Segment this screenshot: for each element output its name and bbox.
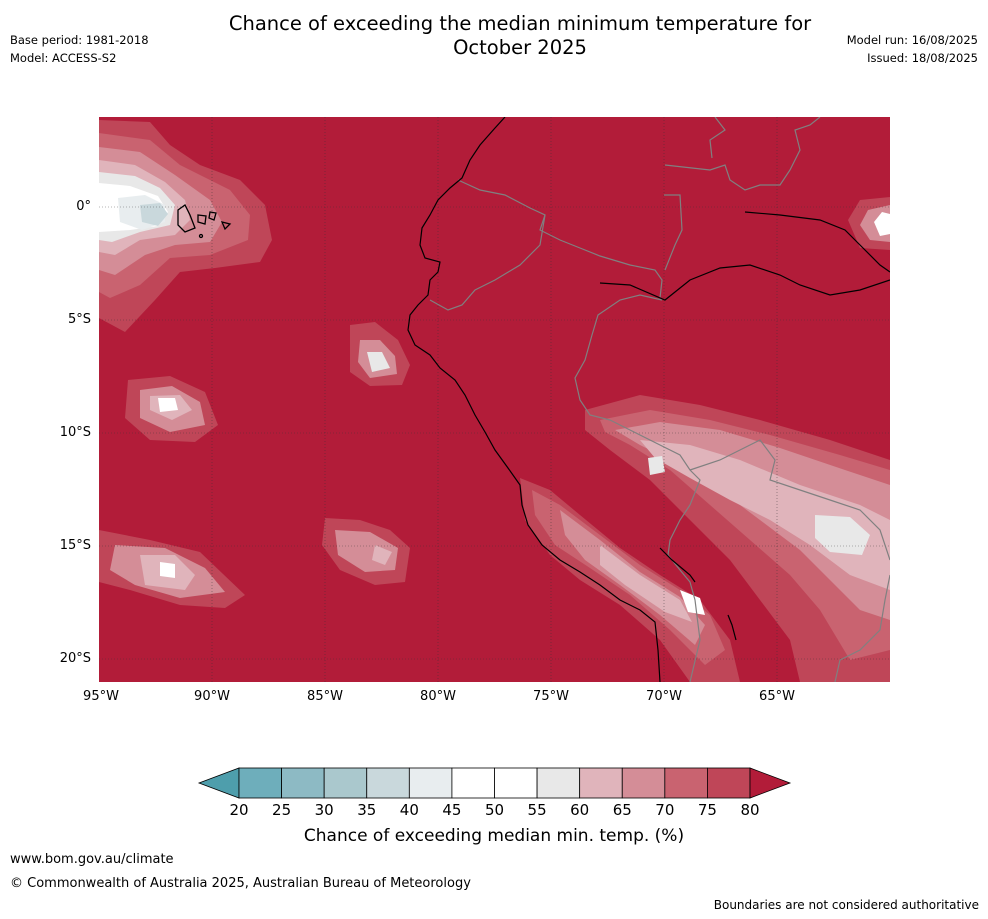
lon-label-85w: 85°W <box>307 689 343 704</box>
anomaly-offshore-15s-mid <box>322 518 410 585</box>
colorbar-tick-label: 70 <box>655 801 675 819</box>
colorbar-cells <box>197 767 792 799</box>
lat-label-15s: 15°S <box>59 538 91 553</box>
map-grid <box>99 117 890 682</box>
model-name: Model: ACCESS-S2 <box>10 51 117 65</box>
country-boundaries <box>429 117 890 682</box>
lon-label-80w: 80°W <box>420 689 456 704</box>
lon-label-95w: 95°W <box>83 689 119 704</box>
disclaimer-text: Boundaries are not considered authoritat… <box>713 898 979 912</box>
copyright-text: © Commonwealth of Australia 2025, Austra… <box>10 876 471 891</box>
colorbar-arrow-low <box>197 767 240 799</box>
base-period: Base period: 1981-2018 <box>10 33 149 47</box>
lat-label-0: 0° <box>76 199 91 214</box>
colorbar-cell <box>238 767 282 799</box>
meta-left: Base period: 1981-2018 Model: ACCESS-S2 <box>10 31 149 67</box>
colorbar-tick-label: 75 <box>697 801 717 819</box>
colorbar-tick-label: 40 <box>399 801 419 819</box>
lat-label-5s: 5°S <box>67 312 91 327</box>
model-run: Model run: 16/08/2025 <box>846 33 978 47</box>
title-line-2: October 2025 <box>453 36 587 59</box>
colorbar-tick-label: 80 <box>740 801 760 819</box>
anomaly-offshore-6s <box>350 322 410 386</box>
colorbar-cell <box>451 767 495 799</box>
colorbar-cell <box>664 767 708 799</box>
title-line-1: Chance of exceeding the median minimum t… <box>228 12 812 35</box>
colorbar-tick-label: 20 <box>229 801 249 819</box>
colorbar-tick-label: 35 <box>357 801 377 819</box>
colorbar-tick-label: 25 <box>272 801 292 819</box>
lon-label-70w: 70°W <box>646 689 682 704</box>
chart-title: Chance of exceeding the median minimum t… <box>180 12 860 60</box>
colorbar-cell <box>323 767 368 799</box>
anomaly-galapagos <box>99 120 272 332</box>
colorbar-label: Chance of exceeding median min. temp. (%… <box>303 826 685 846</box>
colorbar <box>197 767 792 799</box>
colorbar-cell <box>579 767 623 799</box>
lon-label-75w: 75°W <box>533 689 569 704</box>
lat-label-20s: 20°S <box>59 651 91 666</box>
lon-label-90w: 90°W <box>194 689 230 704</box>
anomaly-offshore-9s <box>125 376 218 442</box>
anomaly-offshore-15s-west <box>99 530 245 608</box>
website-link[interactable]: www.bom.gov.au/climate <box>10 852 174 867</box>
meta-right: Model run: 16/08/2025 Issued: 18/08/2025 <box>847 31 978 67</box>
colorbar-cell <box>536 767 581 799</box>
colorbar-cell <box>621 767 666 799</box>
galapagos-islands <box>177 204 232 239</box>
coastline <box>407 117 890 682</box>
colorbar-arrow-high <box>749 767 792 799</box>
colorbar-cell <box>408 767 453 799</box>
colorbar-tick-label: 55 <box>527 801 547 819</box>
colorbar-cell <box>366 767 410 799</box>
colorbar-tick-label: 50 <box>484 801 505 819</box>
colorbar-cell <box>281 767 325 799</box>
anomaly-andes <box>520 395 890 682</box>
lat-label-10s: 10°S <box>59 425 91 440</box>
colorbar-tick-label: 45 <box>442 801 462 819</box>
lon-label-65w: 65°W <box>759 689 795 704</box>
colorbar-cell <box>494 767 538 799</box>
colorbar-tick-label: 60 <box>570 801 590 819</box>
colorbar-tick-label: 30 <box>314 801 334 819</box>
map-field <box>99 117 890 682</box>
anomaly-upper-right <box>848 197 890 250</box>
colorbar-cell <box>707 767 751 799</box>
issued-date: Issued: 18/08/2025 <box>867 51 978 65</box>
colorbar-tick-label: 65 <box>612 801 632 819</box>
